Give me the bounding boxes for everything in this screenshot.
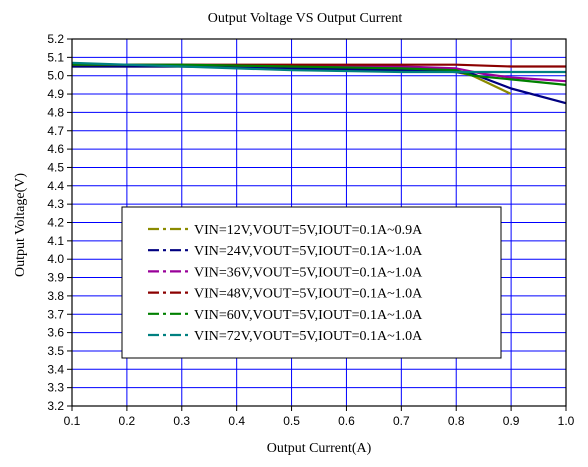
series-lines (71, 61, 567, 105)
y-tick-label: 3.8 (47, 289, 64, 303)
y-tick-label: 5.0 (47, 69, 64, 83)
legend-label-1: VIN=12V,VOUT=5V,IOUT=0.1A~0.9A (194, 223, 423, 238)
legend-box (121, 206, 502, 359)
y-tick-label: 3.2 (47, 399, 64, 413)
y-tick-label: 3.5 (47, 344, 64, 358)
y-tick-label: 3.6 (47, 326, 64, 340)
y-tick-label: 5.1 (47, 50, 64, 64)
x-tick-label: 0.3 (173, 414, 190, 428)
y-tick-label: 4.9 (47, 87, 64, 101)
x-tick-label: 0.9 (503, 414, 520, 428)
y-tick-label: 4.2 (47, 216, 64, 230)
y-tick-label: 4.3 (47, 197, 64, 211)
y-tick-label: 3.3 (47, 381, 64, 395)
axis-ticks: 0.1 0.2 0.3 0.4 0.5 0.6 0.7 0.8 0.9 1.0 3.2 3.3 3.4 3… (47, 32, 574, 428)
x-tick-label: 0.4 (228, 414, 245, 428)
y-tick-label: 4.6 (47, 142, 64, 156)
legend-label-2: VIN=24V,VOUT=5V,IOUT=0.1A~1.0A (194, 244, 423, 259)
y-tick-label: 5.2 (47, 32, 64, 46)
x-tick-label: 0.1 (64, 414, 81, 428)
legend-label-3: VIN=36V,VOUT=5V,IOUT=0.1A~1.0A (194, 265, 423, 280)
y-tick-label: 4.0 (47, 252, 64, 266)
y-tick-label: 4.7 (47, 124, 64, 138)
x-tick-label: 1.0 (558, 414, 575, 428)
x-tick-label: 0.7 (393, 414, 410, 428)
chart-title: Output Voltage VS Output Current (208, 11, 403, 26)
x-tick-label: 0.5 (283, 414, 300, 428)
y-tick-label: 4.4 (47, 179, 64, 193)
y-tick-label: 3.9 (47, 271, 64, 285)
x-tick-label: 0.8 (448, 414, 465, 428)
y-tick-label: 4.5 (47, 160, 64, 174)
legend-label-4: VIN=48V,VOUT=5V,IOUT=0.1A~1.0A (194, 287, 423, 302)
legend-label-5: VIN=60V,VOUT=5V,IOUT=0.1A~1.0A (194, 308, 423, 323)
y-tick-label: 3.7 (47, 307, 64, 321)
y-axis-label: Output Voltage(V) (13, 173, 28, 277)
y-tick-label: 4.1 (47, 234, 64, 248)
legend-label-6: VIN=72V,VOUT=5V,IOUT=0.1A~1.0A (194, 329, 423, 344)
y-tick-label: 3.4 (47, 362, 64, 376)
legend: VIN=12V,VOUT=5V,IOUT=0.1A~0.9A VIN=24V,VO… (121, 206, 502, 359)
x-tick-label: 0.2 (119, 414, 136, 428)
y-tick-label: 4.8 (47, 105, 64, 119)
series-line-5 (72, 63, 567, 86)
x-axis-label: Output Current(A) (267, 441, 372, 456)
x-tick-label: 0.6 (338, 414, 355, 428)
series-line-6 (71, 61, 566, 74)
